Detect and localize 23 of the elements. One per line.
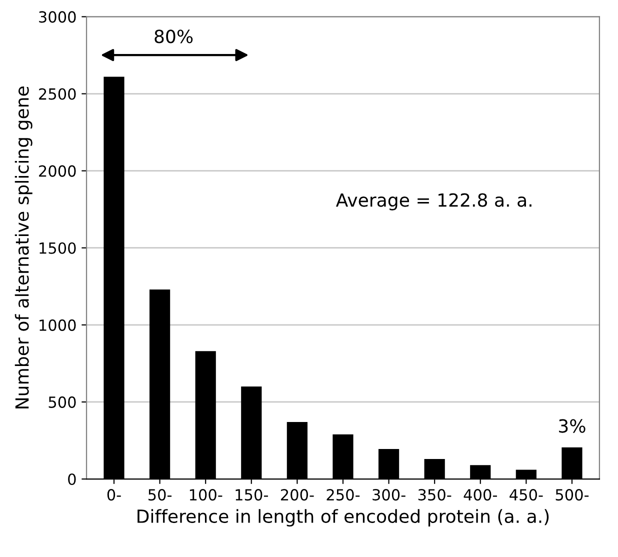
annotation: Average = 122.8 a. a. bbox=[336, 193, 532, 210]
y-axis-title: Number of alternative splicing gene bbox=[14, 86, 32, 408]
x-tick-label: 500- bbox=[556, 489, 589, 501]
x-tick-label: 350- bbox=[418, 489, 452, 501]
x-tick-label: 250- bbox=[326, 489, 360, 501]
x-axis-title: Difference in length of encoded protein (a. a.) bbox=[138, 509, 549, 527]
x-tick-label: 0- bbox=[107, 489, 121, 501]
annotation: 80% bbox=[154, 30, 193, 44]
y-tick-label: 2500 bbox=[39, 88, 76, 100]
y-tick-label: 2000 bbox=[39, 165, 76, 177]
y-tick-label: 500 bbox=[48, 396, 76, 408]
x-tick-label: 400- bbox=[464, 489, 497, 501]
x-tick-label: 450- bbox=[510, 489, 543, 501]
x-tick-label: 300- bbox=[372, 489, 406, 501]
x-tick-label: 150- bbox=[236, 489, 268, 501]
y-tick-label: 0 bbox=[68, 473, 76, 486]
y-tick-label: 3000 bbox=[39, 11, 76, 23]
y-tick-label: 1000 bbox=[40, 319, 76, 331]
annotation: 3% bbox=[559, 419, 586, 433]
x-tick-label: 200- bbox=[280, 489, 314, 501]
x-tick-label: 100- bbox=[190, 489, 222, 501]
x-tick-label: 50- bbox=[148, 489, 172, 501]
y-tick-label: 1500 bbox=[40, 242, 76, 254]
